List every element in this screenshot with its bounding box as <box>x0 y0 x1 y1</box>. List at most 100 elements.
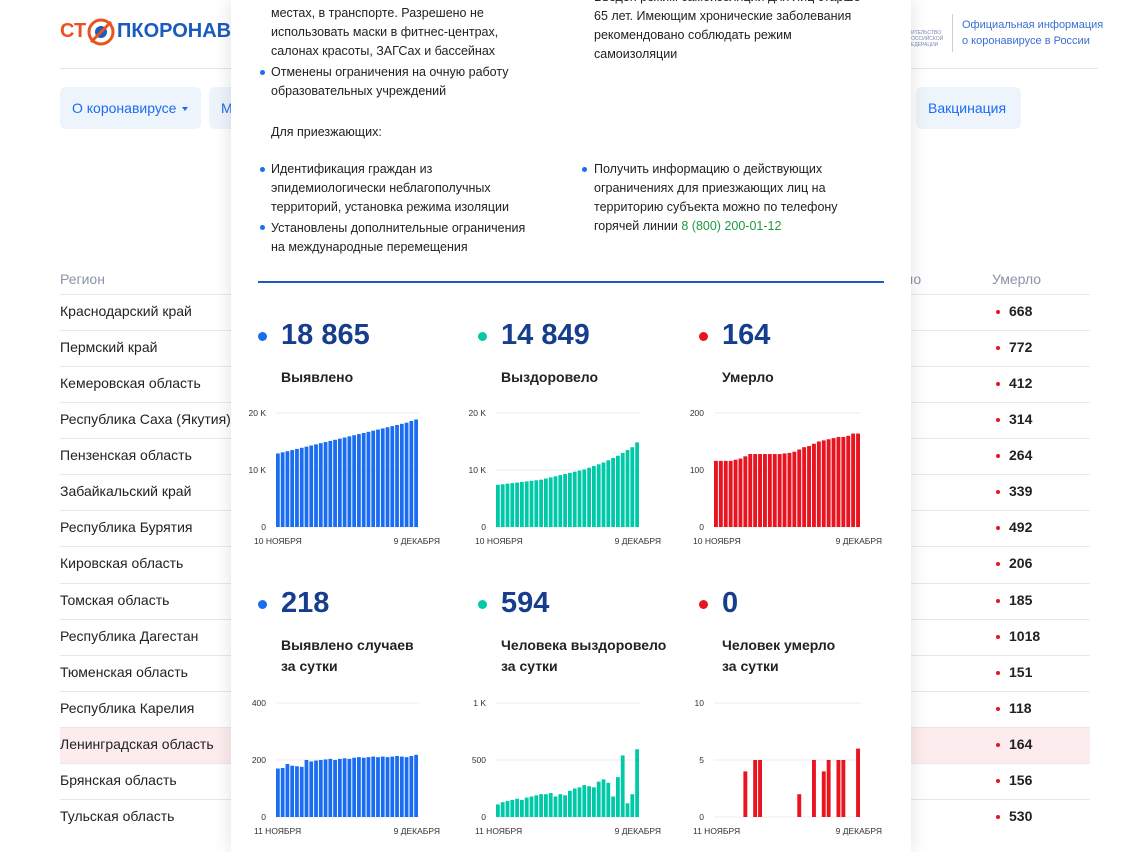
bar <box>399 423 404 527</box>
bar <box>620 452 625 527</box>
divider <box>952 14 953 52</box>
y-tick-label: 1 K <box>473 698 486 708</box>
region-name[interactable]: Ленинградская область <box>60 735 214 752</box>
region-name[interactable]: Республика Саха (Якутия) <box>60 411 231 428</box>
bar <box>361 432 366 527</box>
y-tick-label: 20 K <box>249 408 267 418</box>
bullet <box>996 526 1000 531</box>
y-tick-label: 0 <box>481 522 486 532</box>
bar <box>777 454 782 527</box>
bar <box>630 794 635 817</box>
x-axis-label: 9 ДЕКАБРЯ <box>836 826 882 836</box>
region-name[interactable]: Тульская область <box>60 807 175 824</box>
region-name[interactable]: Кировская область <box>60 555 184 572</box>
bar <box>544 794 548 817</box>
measure-text: местах, в транспорте. Разрешено не испол… <box>271 6 499 58</box>
region-name[interactable]: Республика Бурятия <box>60 519 193 536</box>
nav-button[interactable]: О коронавирусе <box>60 87 201 129</box>
nav-button[interactable]: Вакцинация <box>916 87 1021 129</box>
bar <box>841 760 846 817</box>
section-heading: Для приезжающих: <box>271 125 382 139</box>
bar <box>309 445 314 527</box>
bar <box>510 799 515 817</box>
bar <box>625 803 630 817</box>
bar <box>366 757 371 817</box>
bar <box>342 437 347 527</box>
bar <box>596 781 601 817</box>
bar <box>399 756 404 817</box>
region-name[interactable]: Кемеровская область <box>60 375 201 392</box>
y-tick-label: 10 K <box>249 465 267 475</box>
measure-text: Установлены дополнительные ограничения н… <box>271 221 526 254</box>
bullet <box>582 167 587 172</box>
bullet <box>996 454 1000 459</box>
logo-right[interactable]: ПКОРОНАВИ <box>117 20 246 42</box>
bar <box>395 424 399 527</box>
bar <box>352 435 357 527</box>
bar <box>836 436 841 527</box>
bar <box>826 760 831 817</box>
phone-link[interactable]: 8 (800) 200-01-12 <box>681 219 782 233</box>
region-name[interactable]: Брянская область <box>60 771 177 788</box>
region-name[interactable]: Томская область <box>60 591 170 608</box>
bar <box>601 779 606 817</box>
bar <box>758 760 762 817</box>
official-line: Официальная информация <box>962 19 1104 31</box>
bar <box>743 771 748 817</box>
bar <box>748 454 753 527</box>
nav-label: Вакцинация <box>928 100 1007 116</box>
stat-label: Человека выздоровело за сутки <box>501 637 667 674</box>
region-name[interactable]: Тюменская область <box>60 663 188 680</box>
stat-label: Умерло <box>722 369 774 385</box>
bar <box>718 460 723 527</box>
measure-text: Получить информацию о действующих ограни… <box>594 160 854 236</box>
region-name[interactable]: Забайкальский край <box>60 483 192 500</box>
y-tick-label: 0 <box>261 522 266 532</box>
logo-left[interactable]: СТ <box>60 20 87 42</box>
stat-value: 18 865 <box>281 319 370 351</box>
bar <box>520 481 524 527</box>
stat-value: 14 849 <box>501 319 590 351</box>
bar <box>328 758 333 817</box>
x-axis-label: 11 НОЯБРЯ <box>693 826 740 836</box>
bar <box>333 439 337 527</box>
bar <box>836 760 841 817</box>
bar <box>548 793 553 817</box>
column-header: Регион <box>60 271 105 287</box>
bar <box>357 757 361 817</box>
region-name[interactable]: Пензенская область <box>60 447 192 464</box>
bar <box>558 794 563 817</box>
bar <box>299 447 304 527</box>
bar <box>743 456 748 527</box>
bar <box>792 451 797 527</box>
y-tick-label: 0 <box>699 522 704 532</box>
official-info[interactable]: Официальная информация о коронавирусе в … <box>962 17 1103 49</box>
bullet <box>996 346 1000 351</box>
region-name[interactable]: Краснодарский край <box>60 303 192 319</box>
y-tick-label: 400 <box>252 698 266 708</box>
bullet <box>996 706 1000 711</box>
y-tick-label: 0 <box>481 812 486 822</box>
bar <box>592 466 596 527</box>
region-name[interactable]: Республика Карелия <box>60 699 195 716</box>
bar <box>728 460 733 527</box>
bar <box>290 450 295 527</box>
bar <box>366 431 371 527</box>
bar <box>276 453 280 527</box>
bar <box>592 787 596 817</box>
bar <box>587 786 591 817</box>
y-tick-label: 5 <box>699 755 704 765</box>
region-name[interactable]: Пермский край <box>60 339 158 356</box>
stat-bullet <box>258 332 267 341</box>
deaths-count: 206 <box>1009 555 1033 572</box>
bar <box>515 798 519 817</box>
x-axis-label: 11 НОЯБРЯ <box>254 826 301 836</box>
region-name[interactable]: Республика Дагестан <box>60 627 199 644</box>
bar <box>529 796 534 817</box>
x-axis-label: 9 ДЕКАБРЯ <box>836 536 882 546</box>
x-axis-label: 9 ДЕКАБРЯ <box>394 536 440 546</box>
emblem-line: ОССИЙСКОЙ <box>911 36 944 42</box>
deaths-count: 151 <box>1009 663 1033 680</box>
emblem: ИТЕЛЬСТВО ОССИЙСКОЙ ЕДЕРАЦИИ <box>911 12 943 48</box>
bar <box>841 436 846 527</box>
